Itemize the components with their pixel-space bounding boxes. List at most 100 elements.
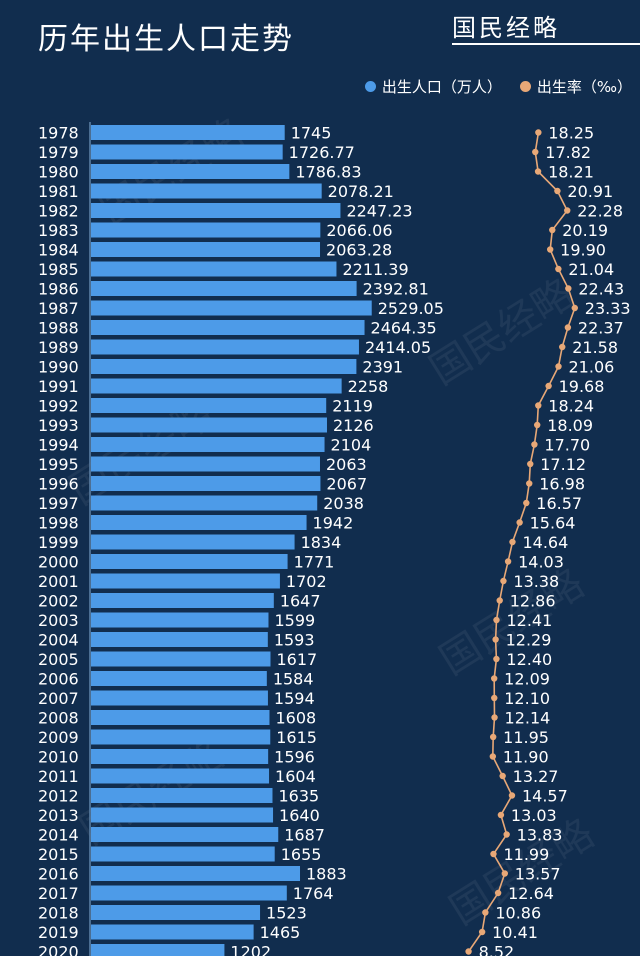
- birth-value-label: 1584: [273, 670, 314, 689]
- legend-rate-swatch: [519, 81, 531, 92]
- birth-rate-point: [531, 441, 538, 448]
- year-tick-label: 2015: [38, 845, 79, 864]
- birth-rate-point: [490, 675, 498, 682]
- year-tick-label: 2002: [38, 592, 79, 611]
- birth-rate-label: 18.21: [548, 163, 594, 182]
- birth-rate-point: [532, 148, 539, 156]
- birth-rate-point: [508, 792, 516, 799]
- birth-bar: [91, 729, 271, 745]
- birth-bar: [91, 437, 325, 452]
- birth-rate-label: 14.64: [522, 533, 568, 552]
- birth-value-label: 1786.83: [295, 163, 361, 182]
- birth-rate-point: [504, 558, 512, 565]
- birth-bar: [91, 515, 307, 530]
- birth-rate-point: [509, 538, 516, 546]
- birth-rate-label: 20.19: [562, 221, 608, 240]
- birth-rate-label: 11.95: [503, 728, 549, 747]
- year-tick-label: 2010: [38, 748, 79, 767]
- birth-bar: [91, 768, 270, 784]
- birth-bar: [91, 281, 357, 296]
- birth-value-label: 2119: [332, 397, 373, 416]
- legend-rate-label: 出生率（‰）: [536, 78, 632, 96]
- birth-rate-label: 10.41: [492, 923, 538, 942]
- year-tick-label: 2012: [38, 787, 79, 806]
- birth-value-label: 1599: [274, 611, 315, 630]
- birth-bar: [91, 183, 322, 199]
- birth-rate-label: 16.57: [536, 494, 582, 513]
- birth-rate-point: [535, 129, 542, 136]
- birth-bar: [91, 242, 321, 257]
- birth-rate-label: 12.29: [506, 631, 552, 650]
- year-tick-label: 2004: [38, 631, 79, 650]
- legend-births-swatch: [364, 81, 376, 92]
- birth-bar: [91, 144, 283, 160]
- year-tick-label: 1986: [38, 280, 79, 299]
- year-tick-label: 1991: [38, 377, 79, 396]
- birth-bar: [91, 885, 287, 901]
- logo-underline: [452, 43, 640, 45]
- birth-rate-point: [535, 402, 542, 409]
- birth-rate-label: 12.64: [508, 884, 554, 903]
- birth-rate-point: [465, 948, 472, 955]
- birth-rate-label: 14.03: [518, 553, 564, 572]
- birth-value-label: 2063: [326, 455, 367, 474]
- year-tick-label: 2006: [38, 670, 79, 689]
- birth-value-label: 1202: [230, 943, 271, 956]
- birth-value-label: 1942: [313, 514, 354, 533]
- year-tick-label: 1984: [38, 241, 79, 260]
- year-tick-label: 1978: [38, 124, 79, 143]
- birth-rate-label: 12.14: [505, 709, 551, 728]
- birth-value-label: 2247.23: [346, 202, 412, 221]
- year-tick-label: 1995: [38, 455, 79, 474]
- birth-bar: [91, 339, 359, 355]
- birth-bar: [91, 612, 269, 628]
- birth-bar: [91, 710, 270, 725]
- birth-rate-label: 16.98: [539, 475, 585, 494]
- birth-value-label: 1687: [284, 826, 325, 845]
- birth-bar: [91, 651, 271, 667]
- chart-title: 历年出生人口走势: [38, 22, 294, 57]
- birth-rate-label: 21.06: [569, 358, 615, 377]
- birth-value-label: 2414.05: [365, 338, 431, 357]
- birth-rate-point: [555, 265, 562, 273]
- birth-rate-label: 15.64: [530, 514, 576, 533]
- birth-bar: [91, 690, 268, 706]
- year-tick-label: 2013: [38, 806, 79, 825]
- year-tick-label: 1998: [38, 514, 79, 533]
- birth-rate-point: [497, 811, 505, 819]
- birth-rate-label: 10.86: [495, 904, 541, 923]
- birth-bar: [91, 944, 225, 956]
- birth-rate-label: 21.04: [568, 260, 614, 279]
- year-tick-label: 1988: [38, 319, 79, 338]
- year-tick-label: 2017: [38, 884, 79, 903]
- birth-bar: [91, 827, 279, 842]
- year-tick-label: 2007: [38, 689, 79, 708]
- birth-value-label: 1745: [291, 124, 332, 143]
- birth-rate-point: [546, 246, 554, 253]
- birth-rate-point: [489, 753, 497, 760]
- year-tick-label: 2016: [38, 865, 79, 884]
- birth-rate-point: [523, 499, 530, 507]
- year-tick-label: 1992: [38, 397, 79, 416]
- birth-rate-label: 17.70: [544, 436, 590, 455]
- birth-rate-label: 13.03: [511, 806, 557, 825]
- birth-rate-point: [545, 382, 552, 390]
- birth-value-label: 2211.39: [342, 260, 408, 279]
- year-tick-label: 1994: [38, 436, 79, 455]
- birth-rate-label: 17.82: [545, 143, 591, 162]
- birth-bar: [91, 320, 365, 335]
- birth-value-label: 1726.77: [289, 143, 355, 162]
- year-tick-label: 1987: [38, 299, 79, 318]
- birth-rate-point: [516, 519, 523, 526]
- birth-rate-label: 13.38: [513, 572, 559, 591]
- birth-rate-point: [490, 850, 497, 858]
- birth-rate-label: 22.37: [578, 319, 624, 338]
- birth-rate-label: 19.90: [560, 241, 606, 260]
- year-tick-label: 2008: [38, 709, 79, 728]
- birth-rate-point: [571, 304, 578, 312]
- birth-rate-label: 18.24: [548, 397, 594, 416]
- birth-value-label: 1883: [306, 865, 347, 884]
- year-tick-label: 2019: [38, 923, 79, 942]
- birth-value-label: 2258: [348, 377, 389, 396]
- birth-rate-label: 21.58: [572, 338, 618, 357]
